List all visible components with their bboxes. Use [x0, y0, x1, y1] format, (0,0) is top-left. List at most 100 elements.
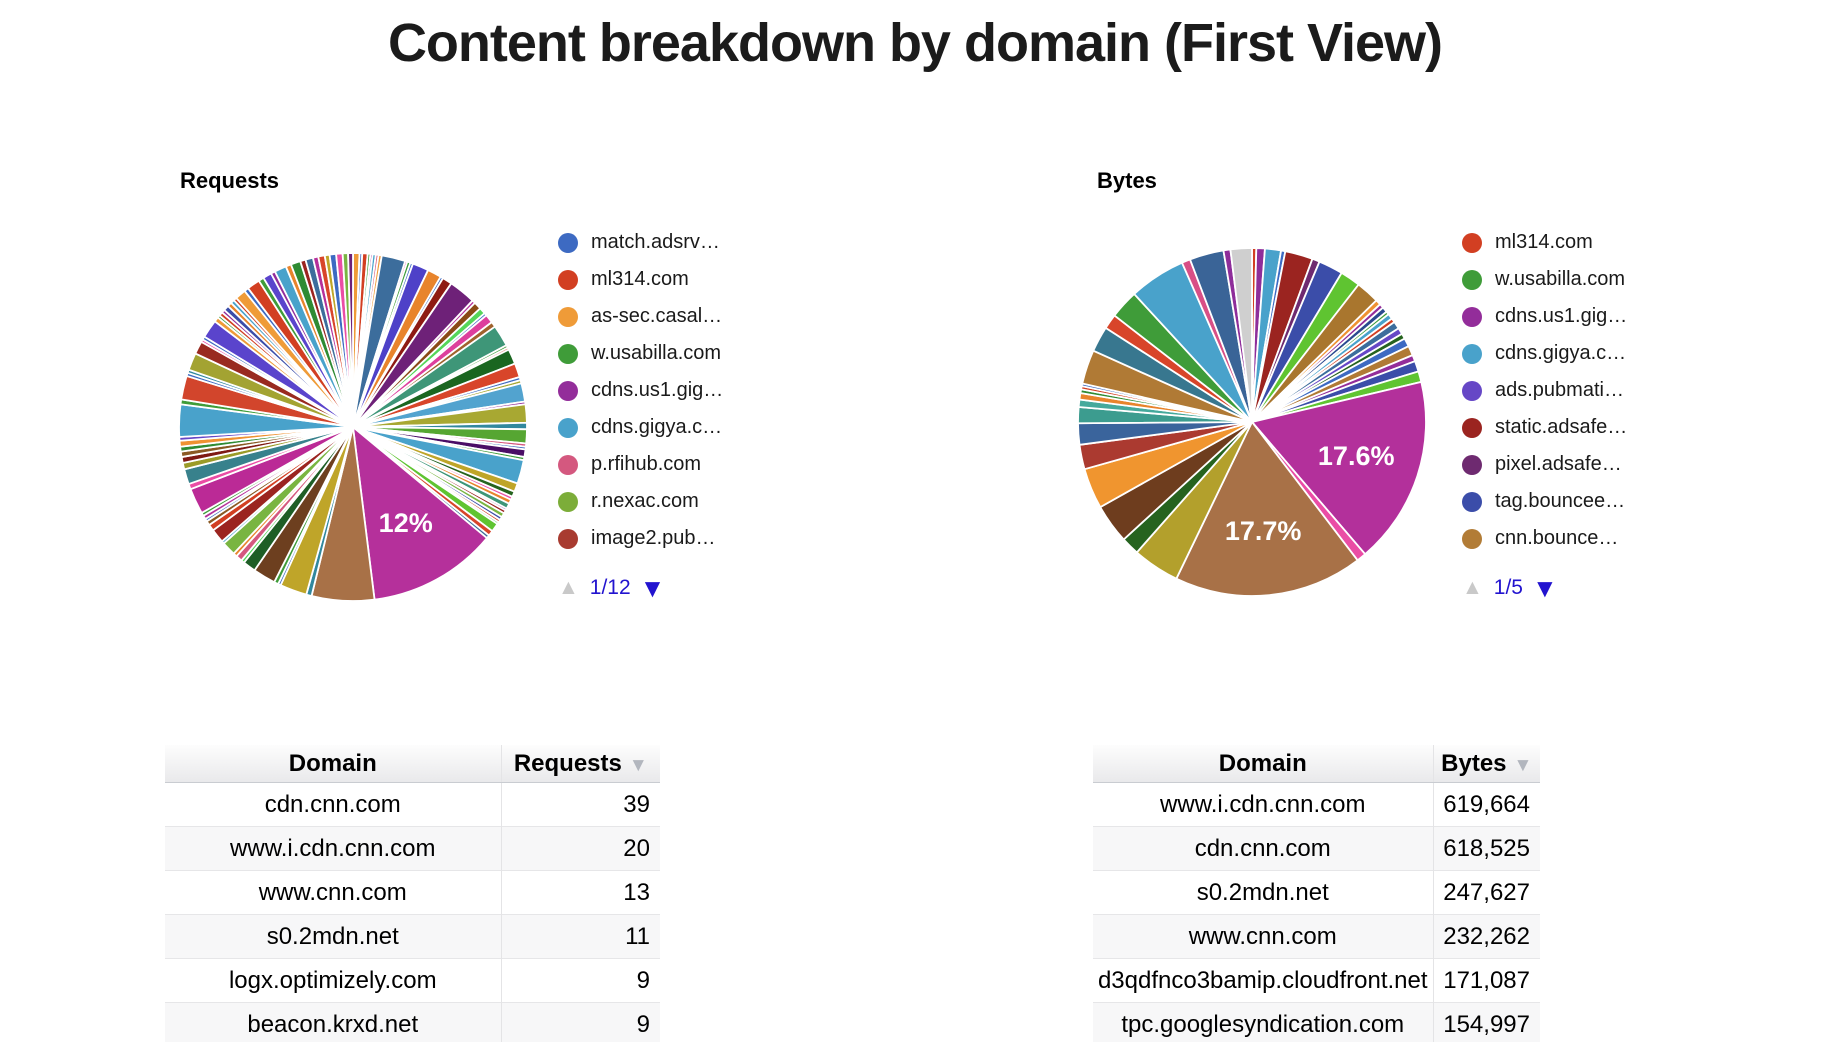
- table-row: beacon.krxd.net 9: [165, 1002, 660, 1042]
- requests-table-header-requests[interactable]: Requests ▼: [500, 745, 660, 783]
- legend-swatch-icon: [558, 380, 578, 401]
- legend-page-up-icon[interactable]: ▲: [558, 576, 579, 599]
- legend-swatch-icon: [1462, 491, 1482, 512]
- legend-item-label: r.nexac.com: [591, 490, 699, 512]
- legend-swatch-icon: [558, 269, 578, 290]
- legend-item[interactable]: match.adsrv…: [558, 224, 723, 261]
- legend-item[interactable]: cdns.us1.gig…: [1462, 298, 1627, 335]
- legend-item[interactable]: pixel.adsafe…: [1462, 446, 1627, 483]
- requests-table-header-domain[interactable]: Domain: [165, 745, 501, 783]
- domain-cell: logx.optimizely.com: [165, 958, 501, 1003]
- table-row: www.cnn.com 13: [165, 870, 660, 915]
- table-header-row: Domain Bytes ▼: [1093, 745, 1540, 783]
- legend-item[interactable]: static.adsafe…: [1462, 409, 1627, 446]
- domain-cell: s0.2mdn.net: [165, 914, 501, 959]
- table-row: cdn.cnn.com 618,525: [1093, 826, 1540, 871]
- pie-slice[interactable]: [347, 252, 354, 428]
- value-cell: 232,262: [1432, 914, 1540, 959]
- value-cell: 9: [500, 1002, 660, 1042]
- requests-legend: match.adsrv… ml314.com as-sec.casal… w.u…: [558, 224, 723, 557]
- legend-item[interactable]: ml314.com: [1462, 224, 1627, 261]
- legend-item-label: p.rfihub.com: [591, 453, 702, 475]
- legend-item[interactable]: ml314.com: [558, 261, 723, 298]
- table-row: logx.optimizely.com 9: [165, 958, 660, 1003]
- legend-item[interactable]: tag.bouncee…: [1462, 483, 1627, 520]
- legend-item-label: w.usabilla.com: [591, 342, 722, 364]
- pie-slice[interactable]: [1175, 420, 1359, 597]
- bytes-table-header-domain[interactable]: Domain: [1093, 745, 1433, 783]
- legend-item[interactable]: p.rfihub.com: [558, 446, 723, 483]
- value-cell: 9: [500, 958, 660, 1003]
- bytes-pie-chart[interactable]: 17.6% 17.7%: [1076, 246, 1428, 598]
- pie-slice[interactable]: [1229, 247, 1253, 423]
- table-row: www.i.cdn.cnn.com 619,664: [1093, 782, 1540, 827]
- table-row: s0.2mdn.net 247,627: [1093, 870, 1540, 915]
- legend-item-label: match.adsrv…: [591, 231, 720, 253]
- table-row: d3qdfnco3bamip.cloudfront.net 171,087: [1093, 958, 1540, 1003]
- value-cell: 171,087: [1432, 958, 1540, 1003]
- legend-item-label: cdns.us1.gig…: [591, 379, 724, 401]
- legend-item[interactable]: cdns.us1.gig…: [558, 372, 723, 409]
- bytes-table-header-bytes[interactable]: Bytes ▼: [1432, 745, 1540, 783]
- legend-swatch-icon: [1462, 232, 1482, 253]
- legend-item-label: pixel.adsafe…: [1495, 453, 1622, 475]
- legend-item[interactable]: ads.pubmati…: [1462, 372, 1627, 409]
- legend-swatch-icon: [558, 343, 578, 364]
- legend-page-down-icon[interactable]: ▼: [1532, 572, 1558, 603]
- legend-item[interactable]: cdns.gigya.c…: [1462, 335, 1627, 372]
- legend-item[interactable]: cnn.bounce…: [1462, 520, 1627, 557]
- value-cell: 619,664: [1432, 782, 1540, 827]
- domain-cell: cdn.cnn.com: [1093, 826, 1433, 871]
- domain-cell: www.i.cdn.cnn.com: [1160, 790, 1366, 818]
- bytes-legend-pager: ▲ 1/5 ▼: [1462, 573, 1558, 603]
- bytes-legend: ml314.com w.usabilla.com cdns.us1.gig… c…: [1462, 224, 1627, 557]
- table-row: s0.2mdn.net 11: [165, 914, 660, 959]
- legend-swatch-icon: [1462, 454, 1482, 475]
- header-label: Domain: [288, 749, 377, 777]
- value-cell: 11: [500, 914, 660, 959]
- legend-item-label: image2.pub…: [591, 527, 716, 549]
- requests-legend-pager: ▲ 1/12 ▼: [558, 573, 665, 603]
- legend-swatch-icon: [558, 306, 578, 327]
- pie-slice[interactable]: [1250, 380, 1427, 556]
- legend-item-label: ml314.com: [1495, 231, 1593, 253]
- domain-cell: cdn.cnn.com: [264, 790, 401, 818]
- legend-swatch-icon: [558, 528, 578, 549]
- requests-pie-chart[interactable]: 12%: [177, 251, 529, 603]
- legend-item[interactable]: cdns.gigya.c…: [558, 409, 723, 446]
- legend-page-up-icon[interactable]: ▲: [1462, 576, 1483, 599]
- value-cell: 20: [500, 826, 660, 871]
- legend-item[interactable]: w.usabilla.com: [1462, 261, 1627, 298]
- table-row: www.i.cdn.cnn.com 20: [165, 826, 660, 871]
- table-row: cdn.cnn.com 39: [165, 782, 660, 827]
- legend-item-label: cdns.us1.gig…: [1495, 305, 1628, 327]
- pie-slice-label: 17.6%: [1318, 441, 1395, 471]
- header-label: Requests: [513, 749, 622, 777]
- legend-item-label: w.usabilla.com: [1495, 268, 1626, 290]
- legend-item[interactable]: image2.pub…: [558, 520, 723, 557]
- requests-table: Domain Requests ▼ cdn.cnn.com 39 www.i.cdn.…: [165, 745, 660, 1042]
- pie-slice[interactable]: [351, 424, 489, 601]
- table-header-row: Domain Requests ▼: [165, 745, 660, 783]
- legend-page-indicator: 1/5: [1493, 576, 1523, 599]
- legend-swatch-icon: [558, 232, 578, 253]
- header-label: Domain: [1218, 749, 1307, 777]
- legend-page-down-icon[interactable]: ▼: [639, 572, 666, 603]
- legend-swatch-icon: [1462, 528, 1482, 549]
- legend-swatch-icon: [1462, 343, 1482, 364]
- legend-item-label: ml314.com: [591, 268, 689, 290]
- table-row: www.cnn.com 232,262: [1093, 914, 1540, 959]
- header-label: Bytes: [1441, 749, 1507, 777]
- legend-item[interactable]: r.nexac.com: [558, 483, 723, 520]
- legend-item[interactable]: as-sec.casal…: [558, 298, 723, 335]
- legend-item[interactable]: w.usabilla.com: [558, 335, 723, 372]
- domain-cell: www.cnn.com: [165, 870, 501, 915]
- legend-swatch-icon: [558, 417, 578, 438]
- domain-cell: beacon.krxd.net: [165, 1002, 501, 1042]
- domain-cell: www.cnn.com: [1093, 914, 1433, 959]
- legend-item-label: cdns.gigya.c…: [591, 416, 723, 438]
- pie-slice-label: 12%: [379, 508, 433, 538]
- value-cell: 154,997: [1432, 1002, 1540, 1042]
- value-cell: 618,525: [1432, 826, 1540, 871]
